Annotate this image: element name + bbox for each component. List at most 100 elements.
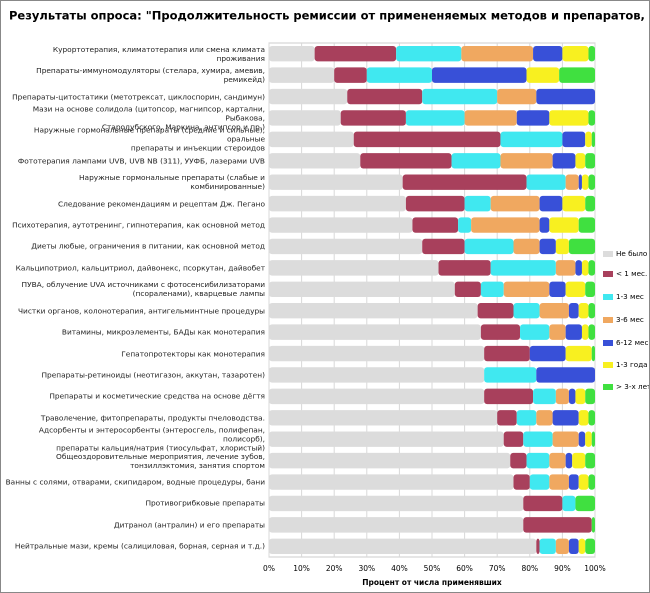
bar-segment — [581, 174, 589, 190]
bar-segment — [529, 474, 550, 490]
bar-segment — [269, 452, 511, 469]
legend-swatch — [603, 340, 613, 346]
bar-segment — [503, 281, 550, 298]
y-tick-label: Ванны с солями, отварами, скипидаром, во… — [5, 477, 265, 487]
bar-segment — [562, 195, 586, 212]
legend-swatch — [603, 294, 613, 300]
bar-segment — [588, 302, 595, 319]
bar-segment — [269, 238, 423, 255]
bar-segment — [559, 67, 595, 83]
bar-segment — [578, 302, 589, 319]
bar-segment — [588, 260, 595, 276]
bar-segment — [454, 281, 481, 298]
bar-segment — [360, 153, 452, 169]
bar-segment — [497, 410, 517, 426]
bar-segment — [340, 110, 406, 126]
bar-segment — [549, 110, 589, 126]
bar-segment — [269, 174, 403, 190]
bar-segment — [578, 217, 595, 233]
bar-segment — [549, 281, 566, 298]
bar-segment — [565, 324, 582, 340]
bar-segment — [572, 452, 586, 469]
y-tick-label: Наружные гормональные препараты (слабые … — [78, 173, 265, 192]
bar-segment — [588, 474, 595, 490]
bar-segment — [585, 538, 595, 555]
y-tick-label: Витамины, микроэлементы, БАДы как моноте… — [61, 327, 265, 337]
bar-segment — [549, 217, 579, 233]
bar-segment — [539, 217, 550, 233]
bar-segment — [575, 260, 582, 276]
bar-segment — [471, 217, 540, 233]
bar-segment — [555, 388, 569, 405]
bar-segment — [588, 174, 595, 190]
bar-segment — [451, 153, 501, 169]
x-tick-label: 100% — [584, 564, 605, 573]
bar-segment — [484, 388, 534, 405]
bar-segment — [536, 88, 595, 105]
bar-segment — [269, 517, 524, 533]
bar-segment — [269, 474, 514, 490]
legend-swatch — [603, 271, 613, 277]
legend-swatch — [603, 251, 613, 257]
y-tick-label: Препараты-ретиноиды (неотигазон, аккутан… — [41, 370, 265, 380]
y-tick-label: Общеоздоровительные мероприятия, лечение… — [56, 451, 265, 470]
y-tick-label: Диеты любые, ограничения в питании, как … — [31, 241, 265, 251]
bar-segment — [480, 324, 521, 340]
y-tick-label: Дитранол (антралин) и его препараты — [113, 520, 265, 530]
bar-segment — [500, 131, 563, 148]
x-tick-label: 50% — [424, 564, 441, 573]
bar-segment — [269, 88, 348, 105]
bar-segment — [458, 217, 472, 233]
y-tick-label: Нейтральные мази, кремы (салициловая, бо… — [14, 541, 265, 551]
legend-label: 1-3 года — [616, 360, 648, 369]
bar-segment — [422, 238, 465, 255]
bar-segment — [513, 474, 530, 490]
bar-segment — [588, 410, 595, 426]
bar-segment — [585, 388, 595, 405]
bar-segment — [555, 238, 569, 255]
bar-segment — [464, 195, 491, 212]
legend-label: 3-6 мес — [616, 315, 644, 324]
bar-segment — [578, 410, 589, 426]
bar-segment — [497, 88, 537, 105]
bar-segment — [585, 195, 595, 212]
bar-segment — [575, 388, 586, 405]
bar-segment — [269, 345, 485, 362]
bar-segment — [585, 153, 595, 169]
x-tick-label: 20% — [326, 564, 343, 573]
x-tick-label: 90% — [554, 564, 571, 573]
bar-segment — [578, 474, 589, 490]
bar-segment — [555, 260, 576, 276]
legend-label: 1-3 мес — [616, 292, 644, 301]
bar-segment — [513, 238, 540, 255]
bar-segment — [568, 538, 579, 555]
bar-segment — [523, 517, 592, 533]
x-tick-label: 40% — [391, 564, 408, 573]
y-tick-label: Следование рекомендациям и рецептам Дж. … — [57, 199, 265, 209]
bar-segment — [353, 131, 501, 148]
bar-segment — [591, 431, 595, 447]
bar-segment — [334, 67, 367, 83]
bar-segment — [575, 153, 586, 169]
bar-segment — [490, 195, 540, 212]
bar-segment — [533, 388, 556, 405]
bar-segment — [536, 410, 553, 426]
y-tick-label: Кальципотриол, кальцитриол, дайвонекс, п… — [15, 263, 265, 273]
bar-segment — [503, 431, 524, 447]
bar-segment — [565, 452, 573, 469]
y-tick-label: Противогрибковые препараты — [145, 498, 265, 508]
bar-segment — [500, 153, 553, 169]
bar-segment — [438, 260, 491, 276]
bar-segment — [422, 88, 498, 105]
y-tick-label: Психотерапия, аутотренинг, гипнотерапия,… — [12, 220, 265, 230]
bar-segment — [536, 538, 540, 555]
bar-segment — [269, 302, 478, 319]
chart-title: Результаты опроса: "Продолжительность ре… — [9, 9, 650, 23]
bar-segment — [269, 495, 524, 512]
bar-segment — [510, 452, 527, 469]
bar-segment — [568, 388, 576, 405]
bar-segment — [578, 431, 586, 447]
legend-swatch — [603, 384, 613, 390]
bar-segment — [269, 367, 485, 383]
